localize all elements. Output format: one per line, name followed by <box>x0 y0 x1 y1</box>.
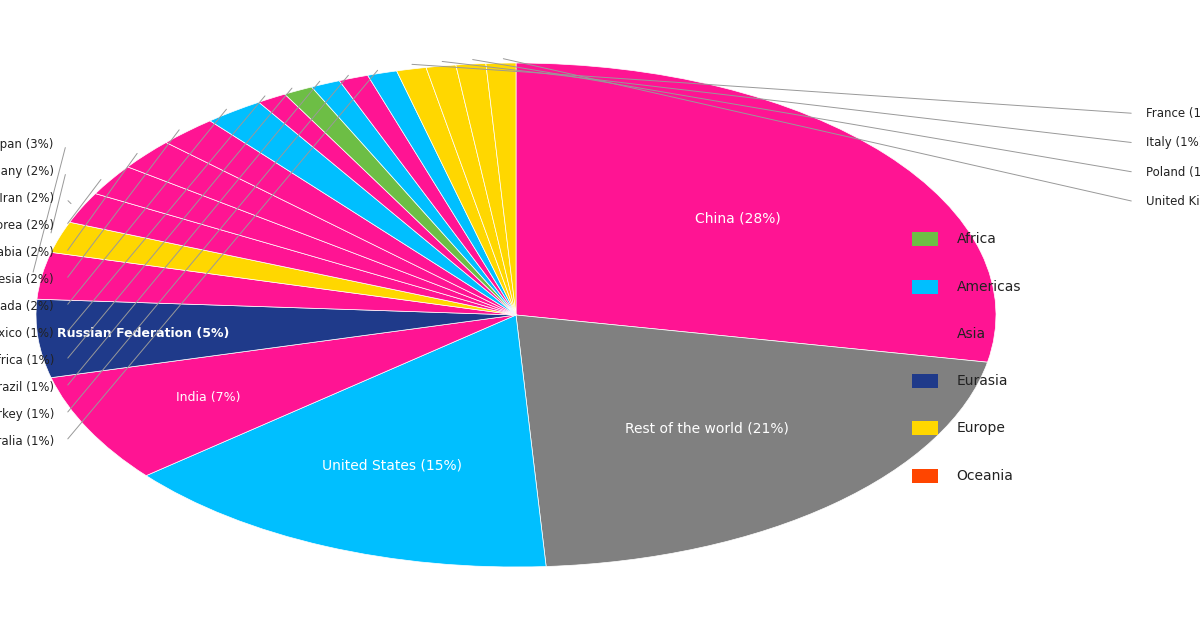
Text: United States (15%): United States (15%) <box>322 459 462 472</box>
Bar <box>912 469 938 483</box>
Wedge shape <box>70 193 516 315</box>
Text: Asia: Asia <box>956 327 985 341</box>
Text: Rest of the world (21%): Rest of the world (21%) <box>624 421 788 435</box>
Text: China (28%): China (28%) <box>695 212 781 226</box>
Wedge shape <box>367 71 516 315</box>
Text: Russian Federation (5%): Russian Federation (5%) <box>58 327 229 340</box>
Text: Oceania: Oceania <box>956 469 1013 483</box>
Text: Africa: Africa <box>956 232 996 246</box>
Text: Saudi Arabia (2%): Saudi Arabia (2%) <box>0 246 54 259</box>
Text: Australia (1%): Australia (1%) <box>0 435 54 447</box>
Text: Indonesia (2%): Indonesia (2%) <box>0 273 54 286</box>
Bar <box>912 374 938 388</box>
Text: United Kingdom (1%): United Kingdom (1%) <box>1146 195 1200 208</box>
Wedge shape <box>95 167 516 315</box>
Text: Japan (3%): Japan (3%) <box>0 139 54 151</box>
Wedge shape <box>340 76 516 315</box>
Text: Mexico (1%): Mexico (1%) <box>0 327 54 340</box>
Text: Turkey (1%): Turkey (1%) <box>0 408 54 421</box>
Text: Americas: Americas <box>956 280 1021 294</box>
Bar <box>912 280 938 294</box>
Wedge shape <box>284 87 516 315</box>
Bar <box>912 327 938 341</box>
Wedge shape <box>426 65 516 315</box>
Text: Germany (2%): Germany (2%) <box>0 165 54 178</box>
Wedge shape <box>37 253 516 315</box>
Wedge shape <box>36 299 516 377</box>
Wedge shape <box>146 315 546 567</box>
Wedge shape <box>397 67 516 315</box>
Text: Eurasia: Eurasia <box>956 374 1008 388</box>
Wedge shape <box>127 142 516 315</box>
Text: Europe: Europe <box>956 421 1006 435</box>
Text: Canada (2%): Canada (2%) <box>0 300 54 313</box>
Text: Islamic Republic of Iran (2%): Islamic Republic of Iran (2%) <box>0 192 54 205</box>
Wedge shape <box>210 102 516 315</box>
Wedge shape <box>516 315 988 566</box>
Wedge shape <box>52 222 516 315</box>
Bar <box>912 421 938 435</box>
Wedge shape <box>456 64 516 315</box>
Wedge shape <box>259 94 516 315</box>
Text: Poland (1%): Poland (1%) <box>1146 166 1200 179</box>
Wedge shape <box>486 63 516 315</box>
Text: India (7%): India (7%) <box>176 391 240 404</box>
Text: South Africa (1%): South Africa (1%) <box>0 354 54 367</box>
Text: South Korea (2%): South Korea (2%) <box>0 219 54 232</box>
Wedge shape <box>166 121 516 315</box>
Wedge shape <box>312 81 516 315</box>
Text: France (1%): France (1%) <box>1146 107 1200 120</box>
Wedge shape <box>516 63 996 362</box>
Text: Brazil (1%): Brazil (1%) <box>0 381 54 394</box>
Bar <box>912 232 938 246</box>
Text: Italy (1%): Italy (1%) <box>1146 136 1200 149</box>
Wedge shape <box>52 315 516 476</box>
